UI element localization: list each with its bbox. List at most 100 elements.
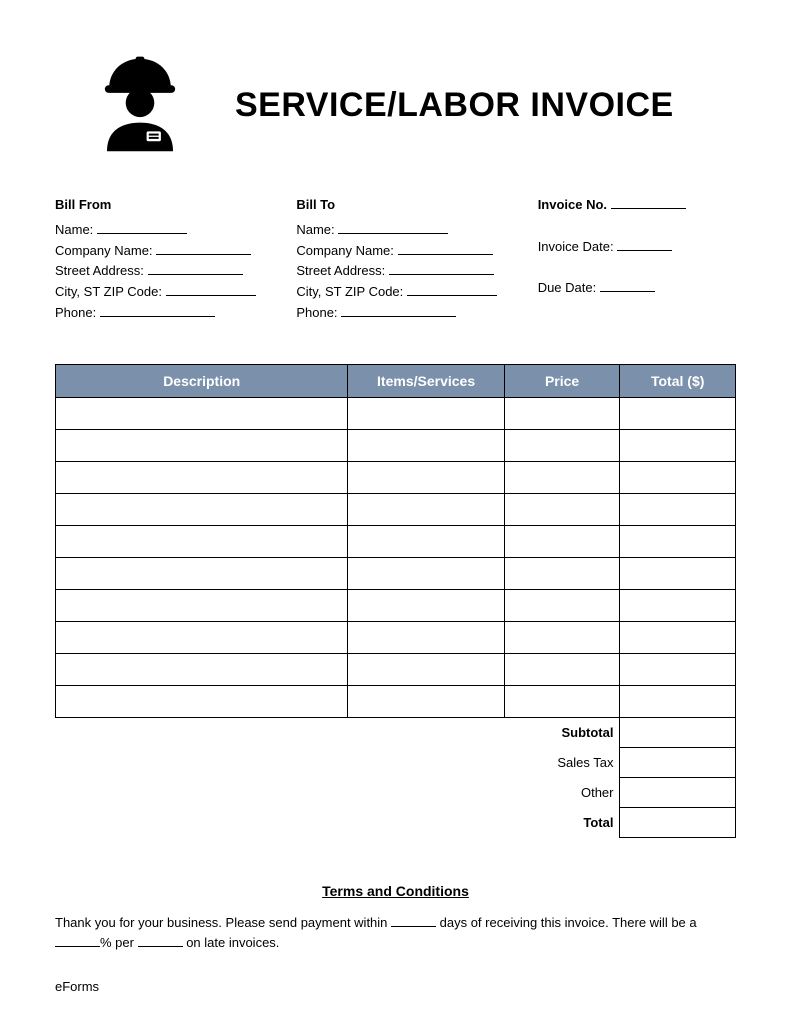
bill-from-company-field[interactable] bbox=[156, 243, 251, 255]
totals-table: Subtotal Sales Tax Other Total bbox=[504, 718, 736, 839]
table-cell[interactable] bbox=[504, 429, 620, 461]
table-cell[interactable] bbox=[620, 589, 736, 621]
col-items: Items/Services bbox=[348, 364, 504, 397]
bill-from-street-field[interactable] bbox=[148, 264, 243, 276]
table-cell[interactable] bbox=[620, 685, 736, 717]
info-section: Bill From Name: Company Name: Street Add… bbox=[55, 195, 736, 324]
total-label: Total bbox=[504, 808, 620, 838]
col-total: Total ($) bbox=[620, 364, 736, 397]
table-cell[interactable] bbox=[620, 525, 736, 557]
table-cell[interactable] bbox=[56, 493, 348, 525]
table-cell[interactable] bbox=[504, 461, 620, 493]
bill-from-company-label: Company Name: bbox=[55, 243, 153, 258]
table-cell[interactable] bbox=[56, 525, 348, 557]
other-row: Other bbox=[504, 778, 735, 808]
table-cell[interactable] bbox=[56, 461, 348, 493]
terms-part3: % per bbox=[100, 935, 138, 950]
subtotal-row: Subtotal bbox=[504, 718, 735, 748]
col-price: Price bbox=[504, 364, 620, 397]
invoice-meta-block: Invoice No. Invoice Date: Due Date: bbox=[538, 195, 736, 324]
table-cell[interactable] bbox=[620, 493, 736, 525]
table-cell[interactable] bbox=[620, 653, 736, 685]
bill-to-phone-field[interactable] bbox=[341, 305, 456, 317]
table-cell[interactable] bbox=[348, 429, 504, 461]
table-cell[interactable] bbox=[620, 429, 736, 461]
bill-from-phone-field[interactable] bbox=[100, 305, 215, 317]
table-row bbox=[56, 429, 736, 461]
table-cell[interactable] bbox=[348, 557, 504, 589]
terms-percent-field[interactable] bbox=[55, 935, 100, 947]
bill-from-phone-label: Phone: bbox=[55, 305, 96, 320]
bill-to-phone-label: Phone: bbox=[296, 305, 337, 320]
table-cell[interactable] bbox=[620, 461, 736, 493]
terms-heading: Terms and Conditions bbox=[55, 883, 736, 899]
bill-from-name-field[interactable] bbox=[97, 222, 187, 234]
terms-part2: days of receiving this invoice. There wi… bbox=[436, 915, 697, 930]
table-row bbox=[56, 557, 736, 589]
total-row: Total bbox=[504, 808, 735, 838]
bill-to-city-label: City, ST ZIP Code: bbox=[296, 284, 403, 299]
invoice-date-label: Invoice Date: bbox=[538, 239, 614, 254]
table-cell[interactable] bbox=[56, 557, 348, 589]
line-items-table: Description Items/Services Price Total (… bbox=[55, 364, 736, 718]
table-row bbox=[56, 461, 736, 493]
table-cell[interactable] bbox=[348, 621, 504, 653]
table-cell[interactable] bbox=[504, 589, 620, 621]
invoice-no-field[interactable] bbox=[611, 197, 686, 209]
page-title: SERVICE/LABOR INVOICE bbox=[235, 86, 674, 125]
total-value[interactable] bbox=[620, 808, 736, 838]
bill-from-city-field[interactable] bbox=[166, 285, 256, 297]
other-label: Other bbox=[504, 778, 620, 808]
terms-period-field[interactable] bbox=[138, 935, 183, 947]
table-cell[interactable] bbox=[620, 397, 736, 429]
table-cell[interactable] bbox=[348, 525, 504, 557]
bill-to-street-field[interactable] bbox=[389, 264, 494, 276]
table-cell[interactable] bbox=[504, 397, 620, 429]
table-cell[interactable] bbox=[504, 685, 620, 717]
table-cell[interactable] bbox=[56, 429, 348, 461]
table-cell[interactable] bbox=[348, 653, 504, 685]
due-date-field[interactable] bbox=[600, 281, 655, 293]
salestax-label: Sales Tax bbox=[504, 748, 620, 778]
invoice-date-field[interactable] bbox=[617, 239, 672, 251]
bill-to-company-label: Company Name: bbox=[296, 243, 394, 258]
bill-from-block: Bill From Name: Company Name: Street Add… bbox=[55, 195, 286, 324]
bill-to-company-field[interactable] bbox=[398, 243, 493, 255]
salestax-value[interactable] bbox=[620, 748, 736, 778]
table-cell[interactable] bbox=[504, 653, 620, 685]
table-cell[interactable] bbox=[56, 397, 348, 429]
salestax-row: Sales Tax bbox=[504, 748, 735, 778]
terms-days-field[interactable] bbox=[391, 916, 436, 928]
table-header-row: Description Items/Services Price Total (… bbox=[56, 364, 736, 397]
header: SERVICE/LABOR INVOICE bbox=[55, 50, 736, 160]
bill-from-city-label: City, ST ZIP Code: bbox=[55, 284, 162, 299]
table-cell[interactable] bbox=[348, 397, 504, 429]
due-date-label: Due Date: bbox=[538, 280, 597, 295]
table-cell[interactable] bbox=[620, 557, 736, 589]
table-cell[interactable] bbox=[504, 493, 620, 525]
invoice-no-label: Invoice No. bbox=[538, 197, 607, 212]
table-cell[interactable] bbox=[504, 525, 620, 557]
table-row bbox=[56, 589, 736, 621]
table-cell[interactable] bbox=[504, 621, 620, 653]
table-cell[interactable] bbox=[56, 685, 348, 717]
bill-to-city-field[interactable] bbox=[407, 285, 497, 297]
table-cell[interactable] bbox=[348, 589, 504, 621]
table-cell[interactable] bbox=[56, 653, 348, 685]
table-cell[interactable] bbox=[504, 557, 620, 589]
table-cell[interactable] bbox=[56, 589, 348, 621]
col-description: Description bbox=[56, 364, 348, 397]
table-cell[interactable] bbox=[348, 493, 504, 525]
other-value[interactable] bbox=[620, 778, 736, 808]
footer-brand: eForms bbox=[55, 979, 99, 994]
bill-to-name-field[interactable] bbox=[338, 222, 448, 234]
table-row bbox=[56, 621, 736, 653]
table-cell[interactable] bbox=[56, 621, 348, 653]
terms-part1: Thank you for your business. Please send… bbox=[55, 915, 391, 930]
table-cell[interactable] bbox=[348, 461, 504, 493]
subtotal-value[interactable] bbox=[620, 718, 736, 748]
table-cell[interactable] bbox=[348, 685, 504, 717]
terms-part4: on late invoices. bbox=[183, 935, 280, 950]
bill-from-heading: Bill From bbox=[55, 195, 286, 216]
table-cell[interactable] bbox=[620, 621, 736, 653]
